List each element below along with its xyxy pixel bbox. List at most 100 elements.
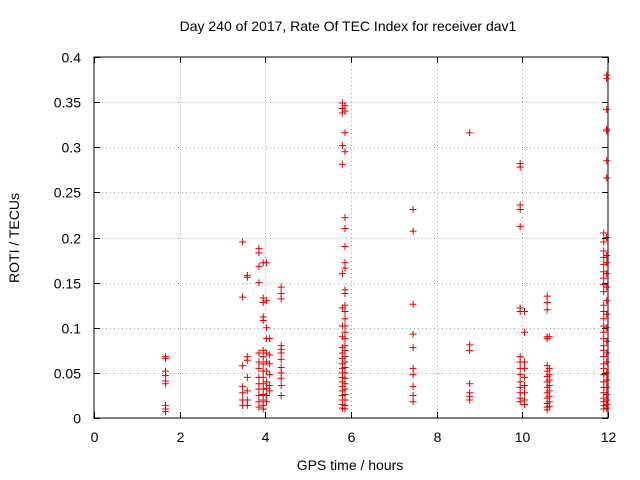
data-point-plus <box>255 403 263 411</box>
data-point-plus <box>409 398 417 406</box>
data-point-plus <box>520 364 528 372</box>
data-point-plus <box>409 206 417 214</box>
data-point-plus <box>341 243 349 251</box>
x-tick-label: 0 <box>91 429 99 445</box>
data-point-plus <box>603 404 611 412</box>
data-point-plus <box>543 298 551 306</box>
data-point-plus <box>516 206 524 214</box>
data-point-plus <box>409 344 417 352</box>
data-point-plus <box>603 349 611 357</box>
data-point-plus <box>341 289 349 297</box>
data-point-plus <box>520 373 528 381</box>
data-point-plus <box>603 105 611 113</box>
data-point-plus <box>603 283 611 291</box>
data-point-plus <box>255 349 263 357</box>
axis-ticks: 0 2 4 6 8 10 12 0 0.05 0.1 0.15 0.2 0.25 0.3 0.35 0.4 <box>54 50 617 446</box>
data-point-plus <box>466 129 474 137</box>
data-point-plus <box>255 249 263 257</box>
data-point-plus <box>338 141 346 149</box>
data-point-plus <box>255 364 263 372</box>
data-point-plus <box>600 364 608 372</box>
data-point-plus <box>520 382 528 390</box>
data-point-plus <box>409 227 417 235</box>
data-point-plus <box>263 259 271 267</box>
data-point-plus <box>162 380 170 388</box>
data-point-plus <box>162 408 170 416</box>
data-point-plus <box>341 335 349 343</box>
data-point-plus <box>263 367 271 375</box>
data-point-plus <box>259 360 267 368</box>
y-tick-label: 0.2 <box>62 231 82 247</box>
data-point-plus <box>603 174 611 182</box>
data-point-plus <box>600 268 608 276</box>
y-tick-label: 0 <box>73 411 81 427</box>
data-point-plus <box>341 148 349 156</box>
data-point-plus <box>277 349 285 357</box>
data-point-plus <box>600 301 608 309</box>
data-point-plus <box>409 364 417 372</box>
y-tick-label: 0.35 <box>54 95 81 111</box>
data-point-plus <box>338 270 346 278</box>
data-point-plus <box>255 262 263 270</box>
data-point-plus <box>277 374 285 382</box>
data-point-plus <box>239 382 247 390</box>
data-point-plus <box>341 264 349 272</box>
data-point-plus <box>603 376 611 384</box>
data-point-plus <box>600 322 608 330</box>
data-point-plus <box>255 391 263 399</box>
data-point-plus <box>603 234 611 241</box>
data-point-plus <box>263 349 271 357</box>
data-point-plus <box>603 127 611 135</box>
data-point-plus <box>338 160 346 168</box>
data-point-plus <box>277 382 285 390</box>
data-point-plus <box>239 362 247 370</box>
data-point-plus <box>520 400 528 408</box>
data-point-plus <box>243 273 251 281</box>
data-point-plus <box>516 398 524 406</box>
data-point-plus <box>341 107 349 115</box>
data-point-plus <box>603 157 611 165</box>
data-point-plus <box>516 371 524 379</box>
data-point-plus <box>603 337 611 345</box>
x-tick-label: 8 <box>434 429 442 445</box>
data-point-plus <box>516 163 524 171</box>
data-point-plus <box>259 373 267 381</box>
y-tick-label: 0.25 <box>54 185 81 201</box>
data-point-plus <box>545 333 553 341</box>
data-point-plus <box>600 371 608 379</box>
data-point-plus <box>341 308 349 316</box>
data-point-plus <box>341 405 349 413</box>
data-point-plus <box>263 378 271 386</box>
data-point-plus <box>243 373 251 381</box>
data-point-plus <box>543 292 551 300</box>
data-point-plus <box>239 238 247 246</box>
data-point-plus <box>520 358 528 366</box>
y-tick-label: 0.1 <box>62 321 82 337</box>
data-point-plus <box>239 389 247 397</box>
data-point-plus <box>277 283 285 291</box>
data-point-plus <box>409 330 417 338</box>
data-point-plus <box>277 391 285 399</box>
data-point-plus <box>603 252 611 260</box>
x-tick-label: 12 <box>601 429 617 445</box>
data-point-plus <box>243 387 251 395</box>
data-point-plus <box>259 298 267 306</box>
y-tick-label: 0.3 <box>62 140 82 156</box>
data-point-plus <box>520 389 528 397</box>
data-point-plus <box>466 396 474 404</box>
data-point-plus <box>409 382 417 390</box>
data-point-plus <box>409 371 417 379</box>
data-point-plus <box>341 129 349 137</box>
data-point-plus <box>543 306 551 314</box>
y-tick-label: 0.05 <box>54 366 81 382</box>
data-point-plus <box>263 358 271 366</box>
data-point-plus <box>600 288 608 296</box>
data-point-plus <box>603 358 611 366</box>
data-point-plus <box>603 324 611 332</box>
data-point-plus <box>266 371 274 379</box>
x-tick-label: 10 <box>515 429 531 445</box>
data-point-plus <box>600 238 608 246</box>
data-point-plus <box>600 328 608 336</box>
data-point-plus <box>603 297 611 305</box>
